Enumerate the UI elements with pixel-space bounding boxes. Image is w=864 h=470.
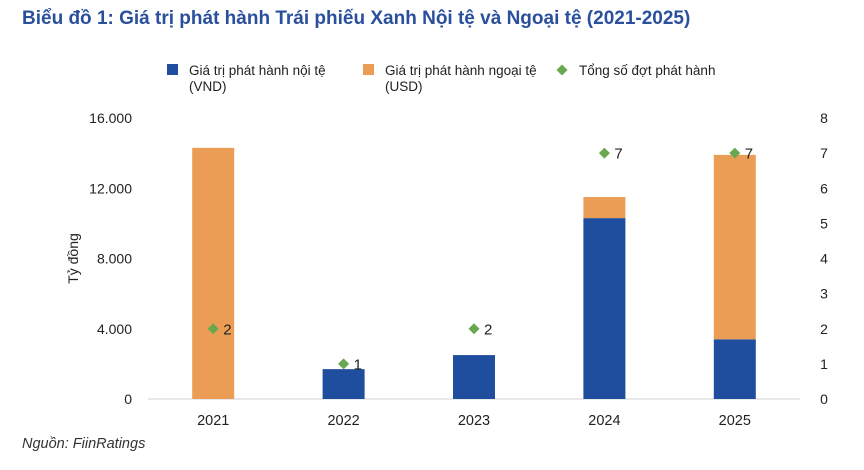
y2-tick-label: 8 xyxy=(820,110,828,126)
legend-swatch-foreign xyxy=(363,64,374,75)
legend-label: Giá trị phát hành ngoại tệ xyxy=(385,63,537,78)
bar-foreign xyxy=(583,197,626,219)
legend: Giá trị phát hành nội tệ(VND) Giá trị phá… xyxy=(167,63,715,94)
count-point xyxy=(598,147,610,159)
y2-tick-label: 4 xyxy=(820,251,828,267)
y2-tick-label: 1 xyxy=(820,356,828,372)
legend-label: (VND) xyxy=(189,79,227,94)
x-tick-label: 2022 xyxy=(327,413,359,429)
legend-label: Tổng số đợt phát hành xyxy=(579,63,715,78)
count-label: 2 xyxy=(484,321,492,338)
y-tick-label: 12.000 xyxy=(89,180,132,196)
bar-domestic xyxy=(713,339,756,399)
count-label: 7 xyxy=(745,146,753,163)
legend-swatch-count xyxy=(556,64,568,76)
bar-foreign xyxy=(713,154,756,340)
y-tick-label: 16.000 xyxy=(89,110,132,126)
y2-tick-label: 5 xyxy=(820,215,828,231)
bar-domestic xyxy=(453,355,495,399)
points: 2 1 2 7 7 xyxy=(207,146,753,373)
legend-label: Giá trị phát hành nội tệ xyxy=(189,63,326,78)
axes: 0 4.000 8.000 12.000 16.000 0 1 2 3 4 5 6 7 8 Tỷ đồng 2… xyxy=(65,110,828,429)
y-axis-label: Tỷ đồng xyxy=(65,233,81,284)
legend-label: (USD) xyxy=(385,79,423,94)
source-note: Nguồn: FiinRatings xyxy=(22,436,146,452)
count-point xyxy=(207,323,219,335)
count-label: 2 xyxy=(223,321,231,338)
y2-tick-label: 7 xyxy=(820,145,828,161)
y-tick-label: 4.000 xyxy=(97,321,132,337)
bar-foreign xyxy=(192,147,235,399)
x-tick-label: 2024 xyxy=(588,413,620,429)
y2-tick-label: 2 xyxy=(820,321,828,337)
count-point xyxy=(338,358,350,370)
y2-tick-label: 3 xyxy=(820,286,828,302)
y-tick-label: 0 xyxy=(124,391,132,407)
count-label: 1 xyxy=(354,356,362,373)
count-point xyxy=(729,147,741,159)
y-tick-label: 8.000 xyxy=(97,251,132,267)
y2-tick-label: 6 xyxy=(820,180,828,196)
chart-title: Biểu đồ 1: Giá trị phát hành Trái phiếu … xyxy=(22,8,691,29)
bars xyxy=(192,147,756,399)
legend-swatch-domestic xyxy=(167,64,178,75)
x-tick-label: 2025 xyxy=(719,413,751,429)
bar-domestic xyxy=(583,218,626,399)
x-tick-label: 2023 xyxy=(458,413,490,429)
bar-domestic xyxy=(322,369,365,399)
x-tick-label: 2021 xyxy=(197,413,229,429)
y2-tick-label: 0 xyxy=(820,391,828,407)
count-point xyxy=(468,323,480,335)
count-label: 7 xyxy=(614,146,622,163)
